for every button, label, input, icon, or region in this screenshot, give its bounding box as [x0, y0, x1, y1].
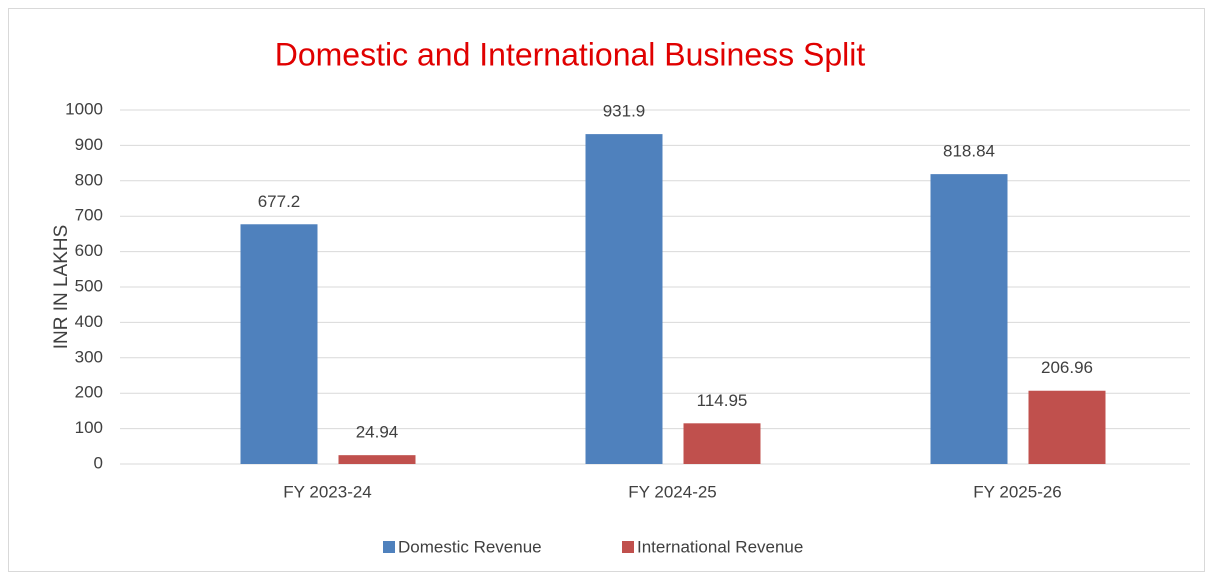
bar	[585, 134, 663, 464]
y-tick-label: 100	[75, 418, 103, 437]
bar	[338, 455, 416, 464]
data-label: 114.95	[697, 391, 748, 410]
data-label: 206.96	[1041, 358, 1093, 377]
y-tick-label: 500	[75, 276, 103, 295]
legend-label: Domestic Revenue	[398, 537, 542, 556]
legend-label: International Revenue	[637, 537, 803, 556]
y-axis-label: INR IN LAKHS	[51, 225, 72, 350]
y-tick-label: 900	[75, 135, 103, 154]
y-tick-label: 300	[75, 347, 103, 366]
bar	[240, 224, 318, 464]
y-tick-label: 400	[75, 312, 103, 331]
y-tick-label: 700	[75, 206, 103, 225]
y-tick-label: 200	[75, 383, 103, 402]
bar	[1028, 390, 1106, 464]
data-label: 931.9	[603, 102, 646, 121]
data-label: 677.2	[258, 192, 301, 211]
chart-title: Domestic and International Business Spli…	[275, 36, 866, 72]
legend-swatch	[622, 541, 634, 553]
data-label: 24.94	[356, 423, 399, 442]
data-label: 818.84	[943, 142, 995, 161]
bar	[683, 423, 761, 464]
legend-swatch	[383, 541, 395, 553]
y-tick-label: 600	[75, 241, 103, 260]
x-tick-label: FY 2024-25	[628, 482, 717, 501]
y-tick-label: 0	[94, 453, 103, 472]
x-tick-label: FY 2025-26	[973, 482, 1062, 501]
y-tick-label: 800	[75, 170, 103, 189]
x-tick-label: FY 2023-24	[283, 482, 372, 501]
y-tick-label: 1000	[65, 99, 103, 118]
bar	[930, 174, 1008, 464]
